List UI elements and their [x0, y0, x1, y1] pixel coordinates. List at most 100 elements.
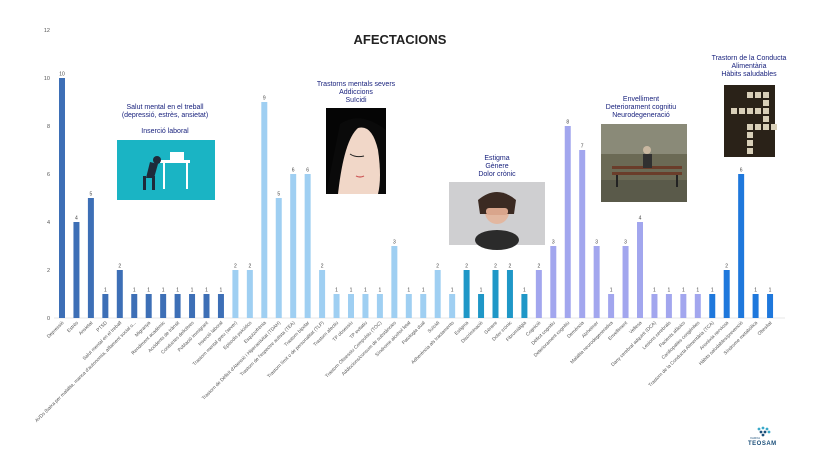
- scrabble-tile: [763, 100, 769, 106]
- scrabble-tile: [755, 124, 761, 130]
- data-label: 3: [393, 240, 396, 246]
- data-label: 8: [566, 120, 569, 126]
- bar: [521, 294, 528, 318]
- category-label: Trastorn de la Conducta Alimentària (TCA…: [647, 320, 715, 388]
- bar: [550, 246, 557, 318]
- data-label: 2: [509, 264, 512, 270]
- category-label: PTSD: [95, 320, 109, 334]
- bar: [767, 294, 774, 318]
- bar: [102, 294, 109, 318]
- annotations-group: Salut mental en el treball (depressió, es…: [122, 55, 787, 178]
- bar: [492, 270, 499, 318]
- bar: [87, 198, 94, 318]
- data-label: 6: [306, 168, 309, 174]
- bar: [694, 294, 701, 318]
- data-label: 3: [595, 240, 598, 246]
- scrabble-tile: [747, 132, 753, 138]
- data-label: 1: [350, 288, 353, 294]
- data-label: 1: [379, 288, 382, 294]
- data-label: 1: [523, 288, 526, 294]
- data-label: 1: [133, 288, 136, 294]
- scrabble-tile: [731, 108, 737, 114]
- data-label: 2: [725, 264, 728, 270]
- bar: [73, 222, 80, 318]
- data-label: 1: [162, 288, 165, 294]
- data-label: 1: [451, 288, 454, 294]
- bar: [333, 294, 340, 318]
- bar: [145, 294, 152, 318]
- y-tick-label: 0: [47, 316, 50, 322]
- data-label: 4: [75, 216, 78, 222]
- data-label: 1: [711, 288, 714, 294]
- illustration-office-worker: [117, 140, 215, 200]
- y-tick-label: 12: [44, 28, 50, 34]
- y-tick-label: 8: [47, 124, 50, 130]
- bar: [709, 294, 716, 318]
- bar: [593, 246, 600, 318]
- bar: [131, 294, 138, 318]
- category-label: Ansietat: [78, 320, 95, 337]
- data-label: 1: [422, 288, 425, 294]
- data-label: 2: [436, 264, 439, 270]
- bars-group: [59, 78, 774, 318]
- annotation-text: Trastorn de la Conducta Alimentària Hàbits…: [712, 55, 787, 78]
- scrabble-tile: [739, 108, 745, 114]
- data-label: 6: [740, 168, 743, 174]
- data-label: 1: [147, 288, 150, 294]
- data-label: 1: [480, 288, 483, 294]
- category-label: Inserció laboral: [197, 320, 224, 347]
- data-label: 1: [176, 288, 179, 294]
- data-label: 2: [494, 264, 497, 270]
- data-label: 6: [292, 168, 295, 174]
- illustration-old-man-bench: [601, 124, 687, 202]
- data-label: 1: [364, 288, 367, 294]
- bar: [637, 222, 643, 318]
- data-label: 1: [191, 288, 194, 294]
- data-label: 1: [220, 288, 223, 294]
- scrabble-tile: [763, 92, 769, 98]
- bar: [174, 294, 181, 318]
- scrabble-tile: [747, 148, 753, 154]
- y-tick-label: 4: [47, 220, 50, 226]
- bar: [738, 174, 745, 318]
- bar: [665, 294, 672, 318]
- bar: [564, 126, 571, 318]
- bar: [506, 270, 513, 318]
- logo-text: TEOSAM: [748, 441, 777, 447]
- bar: [608, 294, 615, 318]
- data-label: 1: [682, 288, 685, 294]
- logo-subtext: XARXA: [750, 436, 761, 440]
- bar: [217, 294, 224, 318]
- data-label: 2: [234, 264, 237, 270]
- bar: [434, 270, 441, 318]
- annotation-text: Salut mental en el treball (depressió, es…: [122, 104, 208, 135]
- data-label: 1: [668, 288, 671, 294]
- scrabble-tile: [763, 124, 769, 130]
- data-label: 1: [754, 288, 757, 294]
- bar: [189, 294, 196, 318]
- data-label: 2: [321, 264, 324, 270]
- category-label: Depressió: [46, 320, 66, 340]
- data-label: 1: [653, 288, 656, 294]
- bar: [232, 270, 239, 318]
- data-label: 1: [610, 288, 613, 294]
- data-label: 2: [248, 264, 251, 270]
- data-label: 5: [90, 192, 93, 198]
- category-label: Suïcidi: [427, 320, 441, 334]
- bar: [304, 174, 311, 318]
- bar: [680, 294, 687, 318]
- y-tick-label: 10: [44, 76, 50, 82]
- bar: [203, 294, 210, 318]
- y-tick-label: 6: [47, 172, 50, 178]
- data-label: 4: [639, 216, 642, 222]
- scrabble-tile: [747, 92, 753, 98]
- data-labels-group: 10 4 5 1 2 1 1 1 1 1 1 1 2 2 9 5 6 6 2 1 1 1 1 3 1 1 2 1 2 1 2 2 1 2 3 8 7 3 1…: [59, 72, 771, 294]
- data-label: 2: [118, 264, 121, 270]
- annotation-text: Trastorns mentals severs Addiccions Suïcid…: [317, 81, 396, 104]
- illustration-scrabble-tiles: [724, 85, 777, 157]
- data-label: 1: [696, 288, 699, 294]
- bar: [376, 294, 383, 318]
- data-label: 1: [407, 288, 410, 294]
